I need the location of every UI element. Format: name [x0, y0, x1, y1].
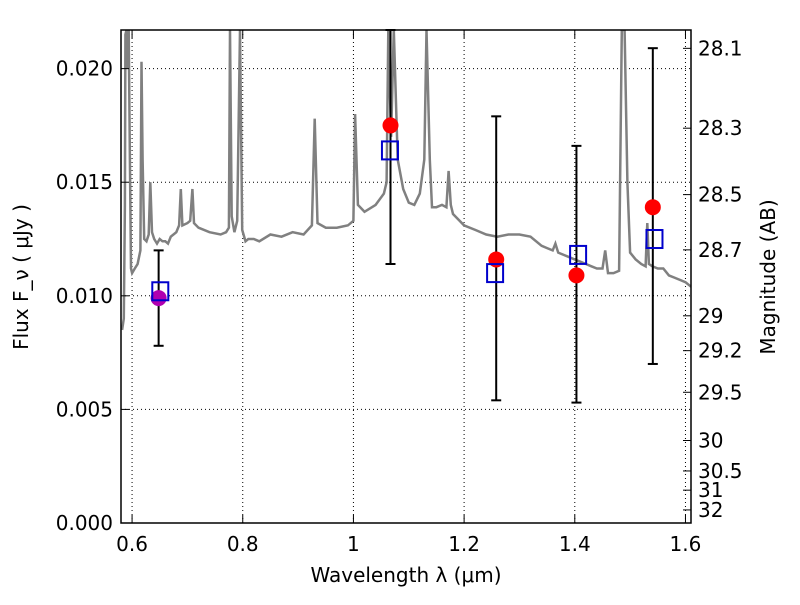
- model-square: [645, 229, 664, 250]
- magnitude-tick-label: 28.3: [698, 116, 743, 140]
- magnitude-tick-label: 29: [698, 304, 723, 328]
- observed-point: [382, 117, 399, 134]
- model-squares-layer: [151, 140, 664, 302]
- x-tick-label: 1.2: [448, 532, 480, 556]
- magnitude-tick-label: 32: [698, 498, 723, 522]
- y-tick-label: 0.015: [56, 170, 113, 194]
- x-axis-label: Wavelength λ (μm): [310, 563, 501, 587]
- y-tick-label: 0.000: [56, 511, 113, 535]
- magnitude-tick-label: 31: [698, 478, 723, 502]
- magnitude-tick-label: 28.1: [698, 36, 743, 60]
- magnitude-tick-label: 29.5: [698, 380, 743, 404]
- plot-background: [121, 30, 691, 523]
- model-square: [151, 281, 170, 302]
- magnitude-tick-label: 28.5: [698, 183, 743, 207]
- x-ticks: 0.6 0.8 1 1.2 1.4 1.6: [116, 30, 701, 556]
- x-tick-label: 1.6: [670, 532, 702, 556]
- model-square: [569, 244, 588, 265]
- y-ticks: 0.000 0.005 0.010 0.015 0.020: [56, 57, 129, 535]
- magnitude-tick-label: 30: [698, 429, 723, 453]
- observed-point: [150, 290, 167, 307]
- observed-point: [644, 199, 661, 216]
- y-axis-label: Flux F_ν ( μJy ): [9, 204, 33, 350]
- x-tick-label: 1: [347, 532, 360, 556]
- right-y-axis-label: Magnitude (AB): [756, 199, 780, 354]
- model-square: [486, 263, 505, 284]
- y-tick-label: 0.020: [56, 57, 113, 81]
- x-tick-label: 1.4: [559, 532, 591, 556]
- magnitude-tick-label: 30.5: [698, 459, 743, 483]
- spectrum-line: [121, 30, 691, 331]
- spectrum-layer: [121, 30, 691, 331]
- grid-layer: [121, 30, 691, 523]
- x-tick-label: 0.6: [116, 532, 148, 556]
- y-tick-label: 0.010: [56, 284, 113, 308]
- magnitude-tick-label: 28.7: [698, 238, 743, 262]
- model-square: [380, 140, 399, 161]
- observed-point: [568, 267, 585, 284]
- magnitude-tick-label: 29.2: [698, 339, 743, 363]
- x-tick-label: 0.8: [227, 532, 259, 556]
- plot-frame: [120, 29, 692, 524]
- y-tick-label: 0.005: [56, 397, 113, 421]
